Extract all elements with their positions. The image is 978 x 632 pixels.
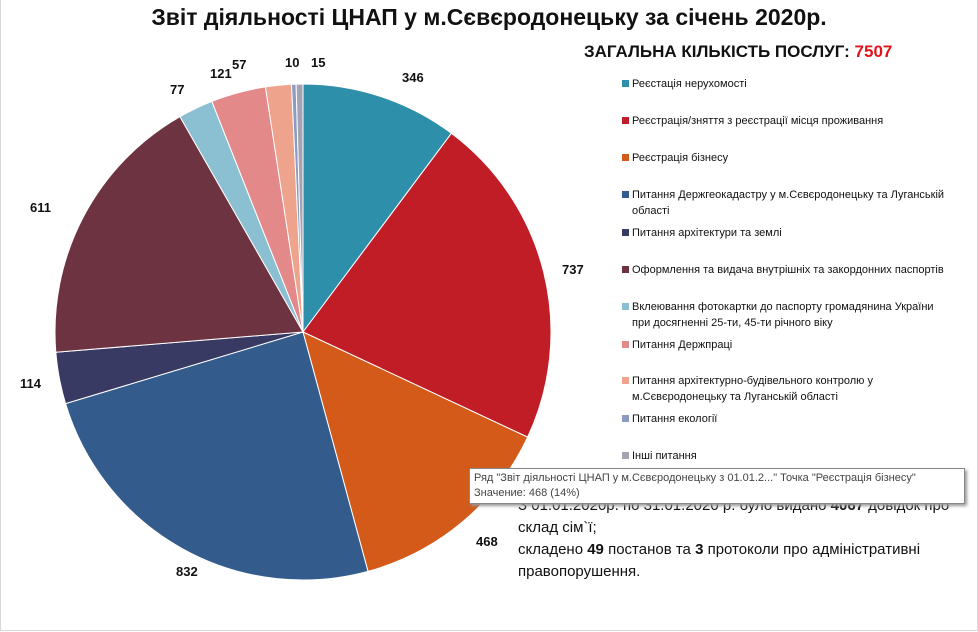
- legend-label: Інші питання: [632, 450, 697, 462]
- pie-slice[interactable]: [302, 331, 529, 572]
- note-number: 3: [695, 541, 704, 558]
- legend-item: Інші питання: [622, 448, 952, 464]
- note-text: правопорушення.: [518, 563, 641, 580]
- legend-label: Питання Держгеокадастру у м.Сєвєродонець…: [632, 189, 945, 217]
- note-text: протоколи про адміністративні: [703, 541, 921, 558]
- total-services: ЗАГАЛЬНА КІЛЬКІСТЬ ПОСЛУГ: 7507: [584, 42, 892, 62]
- legend-item: Питання архітектури та землі: [622, 225, 952, 241]
- legend-label: Питання архітектурно-будівельного контро…: [632, 375, 873, 403]
- legend-label: Питання архітектури та землі: [632, 227, 782, 239]
- data-label: 346: [402, 70, 424, 85]
- legend-item: Питання архітектурно-будівельного контро…: [622, 373, 952, 405]
- legend-label: Реєстрація/зняття з реєстрації місця про…: [632, 115, 884, 127]
- legend-item: Питання екології: [622, 411, 952, 427]
- legend-item: Реєстація нерухомості: [622, 76, 952, 92]
- data-label: 611: [30, 200, 51, 215]
- legend-swatch: [622, 452, 629, 459]
- legend-swatch: [622, 229, 629, 236]
- pie-slice[interactable]: [302, 83, 453, 334]
- data-label: 77: [170, 82, 185, 97]
- tooltip: Ряд "Звіт діяльності ЦНАП у м.Сєвєродоне…: [469, 468, 965, 504]
- pie-slice[interactable]: [54, 116, 304, 353]
- legend-swatch: [622, 191, 629, 198]
- legend-swatch: [622, 415, 629, 422]
- legend-label: Оформлення та видача внутрішніх та закор…: [632, 264, 944, 276]
- legend-item: Реєстрація бізнесу: [622, 150, 952, 166]
- legend-swatch: [622, 303, 629, 310]
- pie-slice[interactable]: [302, 132, 552, 438]
- data-label: 15: [311, 55, 326, 70]
- legend-label: Питання Держпраці: [632, 339, 733, 351]
- legend-label: Реєстрація бізнесу: [632, 152, 729, 164]
- legend-swatch: [622, 117, 629, 124]
- pie-slice[interactable]: [295, 83, 304, 333]
- legend-swatch: [622, 266, 629, 273]
- data-label: 121: [210, 66, 232, 81]
- legend-swatch: [622, 154, 629, 161]
- tooltip-series: Ряд "Звіт діяльності ЦНАП у м.Сєвєродоне…: [474, 472, 916, 484]
- total-label: ЗАГАЛЬНА КІЛЬКІСТЬ ПОСЛУГ:: [584, 42, 855, 61]
- note-text: постанов та: [603, 541, 696, 558]
- data-label: 10: [285, 55, 300, 70]
- legend-swatch: [622, 341, 629, 348]
- legend-label: Питання екології: [632, 413, 718, 425]
- data-label: 737: [562, 262, 584, 277]
- tooltip-value: Значение: 468 (14%): [474, 487, 580, 499]
- legend-label: Реєстація нерухомості: [632, 78, 747, 90]
- pie-slice[interactable]: [64, 331, 369, 581]
- legend-swatch: [622, 377, 629, 384]
- data-label: 114: [20, 376, 41, 391]
- legend-item: Реєстрація/зняття з реєстрації місця про…: [622, 113, 952, 129]
- legend-swatch: [622, 80, 629, 87]
- data-label: 832: [176, 564, 198, 579]
- legend-label: Вклеювання фотокартки до паспорту громад…: [632, 301, 934, 329]
- legend-item: Питання Держпраці: [622, 337, 952, 353]
- legend-item: Вклеювання фотокартки до паспорту громад…: [622, 299, 952, 331]
- note-text: складено: [518, 541, 588, 558]
- total-value: 7507: [854, 42, 893, 61]
- note-number: 49: [587, 541, 604, 558]
- chart-title: Звіт діяльності ЦНАП у м.Сєвєродонецьку …: [151, 4, 827, 30]
- summary-note: З 01.01.2020р. по 31.01.2020 р. було вид…: [518, 495, 968, 583]
- data-label: 57: [232, 57, 247, 72]
- legend-item: Питання Держгеокадастру у м.Сєвєродонець…: [622, 187, 952, 219]
- legend-item: Оформлення та видача внутрішніх та закор…: [622, 262, 952, 278]
- data-label: 468: [476, 534, 498, 549]
